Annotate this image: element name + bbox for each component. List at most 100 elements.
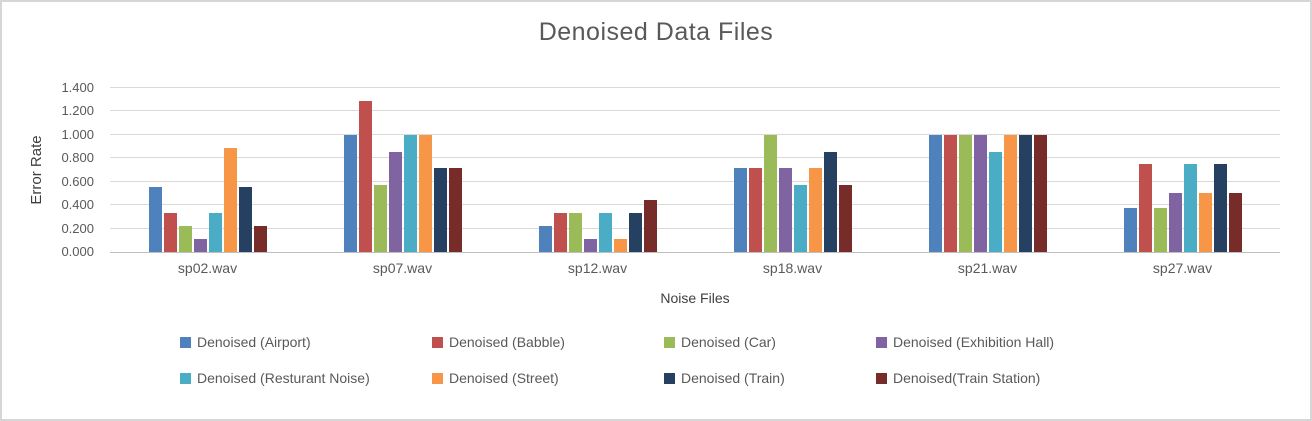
bar <box>943 134 957 252</box>
y-tick-label: 0.200 <box>61 220 94 236</box>
bar <box>1213 164 1227 252</box>
bar <box>583 239 597 252</box>
bar-group-sp27.wav <box>1085 88 1280 252</box>
legend-marker-icon <box>180 372 191 384</box>
gridline <box>110 204 1280 206</box>
legend-marker-icon <box>432 372 443 384</box>
bar <box>793 185 807 252</box>
bar <box>178 226 192 252</box>
gridline <box>110 180 1280 182</box>
x-axis-labels: sp02.wav sp07.wav sp12.wav sp18.wav sp21.wav… <box>110 260 1280 276</box>
bar <box>553 213 567 252</box>
plot-area <box>110 88 1280 252</box>
bar <box>1138 164 1152 252</box>
legend-label: Denoised (Airport) <box>197 334 311 350</box>
legend-marker-icon <box>432 336 443 348</box>
legend-marker-icon <box>180 336 191 348</box>
bar <box>253 226 267 252</box>
legend-item: Denoised (Airport) <box>180 334 432 350</box>
legend-label: Denoised (Babble) <box>449 334 565 350</box>
bar <box>388 151 402 252</box>
bar <box>1033 134 1047 252</box>
bar <box>448 168 462 252</box>
bar <box>808 168 822 252</box>
gridline <box>110 157 1280 159</box>
y-axis-ticks: 0.000 0.200 0.400 0.600 0.800 1.000 1.200 1.400 <box>48 80 102 259</box>
bar <box>973 134 987 252</box>
bar <box>1153 208 1167 252</box>
legend-item: Denoised (Car) <box>664 334 876 350</box>
bar <box>1198 193 1212 252</box>
chart-title: Denoised Data Files <box>538 18 774 46</box>
legend-item: Denoised (Resturant Noise) <box>180 370 432 386</box>
bar <box>358 101 372 252</box>
bar <box>1228 193 1242 252</box>
x-tick-label: sp12.wav <box>567 260 628 276</box>
legend-item: Denoised (Exhibition Hall) <box>876 334 1132 350</box>
bar <box>373 185 387 252</box>
legend-marker-icon <box>876 336 887 348</box>
bar <box>538 226 552 252</box>
bar-group-sp07.wav <box>305 88 500 252</box>
legend-label: Denoised (Street) <box>449 370 559 386</box>
bar <box>1018 134 1032 252</box>
y-tick-label: 0.400 <box>61 197 94 213</box>
bar <box>928 134 942 252</box>
y-tick-label: 0.000 <box>61 244 94 259</box>
bar <box>148 186 162 252</box>
bar <box>238 186 252 252</box>
bar-group-sp12.wav <box>500 88 695 252</box>
gridline <box>110 227 1280 229</box>
bar <box>1123 208 1137 252</box>
y-axis-title: Error Rate <box>28 135 45 205</box>
x-tick-label: sp02.wav <box>177 260 238 276</box>
x-tick-label: sp07.wav <box>372 260 433 276</box>
bar <box>988 151 1002 252</box>
bar <box>628 213 642 252</box>
x-tick-label: sp18.wav <box>762 260 823 276</box>
x-axis-title: Noise Files <box>660 290 730 306</box>
bar <box>598 213 612 252</box>
bar <box>208 213 222 252</box>
bar <box>1003 134 1017 252</box>
y-tick-label: 1.000 <box>61 126 94 142</box>
y-tick-label: 1.400 <box>61 80 94 95</box>
bar-group-sp18.wav <box>695 88 890 252</box>
bar <box>958 134 972 252</box>
bar <box>343 134 357 252</box>
gridline <box>110 110 1280 112</box>
bar <box>568 213 582 252</box>
x-tick-label: sp21.wav <box>957 260 1018 276</box>
gridline <box>110 133 1280 135</box>
legend-label: Denoised (Train) <box>681 370 785 386</box>
bar <box>838 185 852 252</box>
legend-item: Denoised (Street) <box>432 370 664 386</box>
bar <box>403 134 417 252</box>
bar <box>193 239 207 252</box>
legend: Denoised (Airport) Denoised (Babble) Denoi… <box>180 334 1132 386</box>
legend-label: Denoised(Train Station) <box>893 370 1041 386</box>
legend-item: Denoised (Babble) <box>432 334 664 350</box>
bar <box>748 168 762 252</box>
legend-item: Denoised (Train) <box>664 370 876 386</box>
legend-label: Denoised (Car) <box>681 334 776 350</box>
bar <box>778 168 792 252</box>
bar <box>433 168 447 252</box>
legend-marker-icon <box>664 372 675 384</box>
bar <box>733 168 747 252</box>
gridline <box>110 87 1280 88</box>
bar <box>643 200 657 252</box>
bar <box>163 213 177 252</box>
legend-marker-icon <box>876 372 887 384</box>
x-tick-label: sp27.wav <box>1152 260 1213 276</box>
legend-marker-icon <box>664 336 675 348</box>
bar <box>823 151 837 252</box>
bar <box>1183 164 1197 252</box>
bar <box>763 134 777 252</box>
legend-item: Denoised(Train Station) <box>876 370 1132 386</box>
bar <box>418 134 432 252</box>
bar-group-sp02.wav <box>110 88 305 252</box>
bar <box>223 147 237 252</box>
bar <box>613 239 627 252</box>
